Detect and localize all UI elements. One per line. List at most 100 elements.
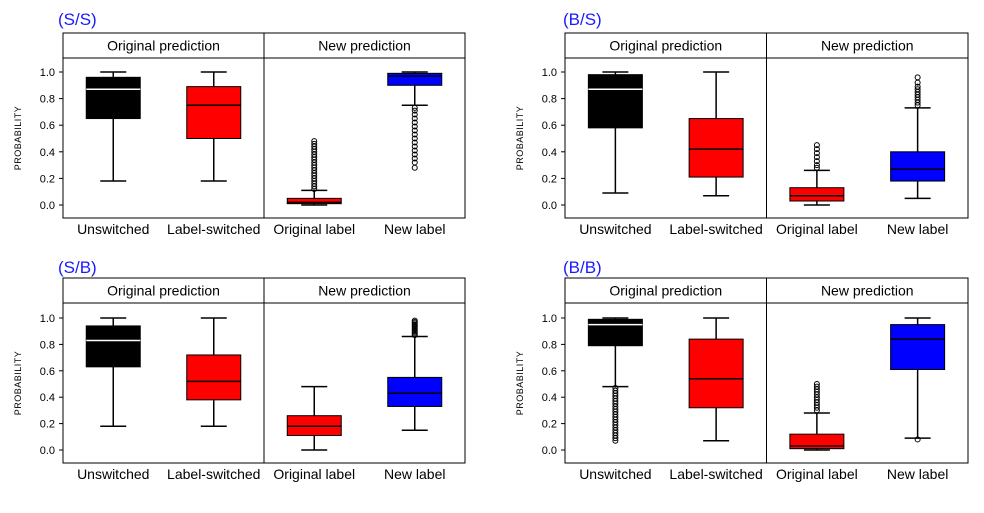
x-category-label: Original label <box>273 466 355 482</box>
y-axis-label: PROBABILITY <box>515 106 525 171</box>
y-axis-label: PROBABILITY <box>515 351 525 416</box>
outlier-point <box>411 104 418 111</box>
box-original-label <box>286 138 342 206</box>
y-axis-label: PROBABILITY <box>13 351 23 416</box>
outlier-point <box>411 139 418 146</box>
panel-title: (S/S) <box>58 10 97 29</box>
outlier-point <box>411 115 418 122</box>
x-category-label: New label <box>384 466 445 482</box>
panel-title: (S/B) <box>58 258 97 277</box>
outlier-point <box>813 154 820 161</box>
outlier-point <box>612 384 619 391</box>
outlier-point <box>311 138 318 145</box>
outlier-point <box>411 135 418 142</box>
box-new-label <box>387 317 443 431</box>
section-header: New prediction <box>821 38 914 54</box>
box-body <box>890 324 946 370</box>
outlier-point <box>411 159 418 166</box>
y-tick-label: 0.8 <box>40 339 55 351</box>
x-category-label: Original label <box>776 221 858 237</box>
y-tick-label: 0.0 <box>542 445 557 457</box>
outlier-point <box>411 143 418 150</box>
x-category-label: Unswitched <box>77 221 149 237</box>
outlier-point <box>411 151 418 158</box>
box-original-label <box>789 381 845 451</box>
y-tick-label: 0.2 <box>542 419 557 431</box>
box-label-switched <box>186 317 242 427</box>
x-category-label: Label-switched <box>167 466 260 482</box>
box-body <box>789 433 845 450</box>
x-category-label: Label-switched <box>669 466 762 482</box>
box-body <box>688 118 744 178</box>
box-body <box>587 74 643 129</box>
box-body <box>186 354 242 401</box>
y-tick-label: 0.0 <box>542 200 557 212</box>
y-tick-label: 0.2 <box>542 173 557 185</box>
box-body <box>85 325 141 368</box>
x-category-label: Label-switched <box>669 221 762 237</box>
y-tick-label: 0.6 <box>542 366 557 378</box>
box-body <box>186 86 242 139</box>
y-tick-label: 0.6 <box>40 366 55 378</box>
x-category-label: Unswitched <box>579 221 651 237</box>
box-body <box>387 72 443 86</box>
section-header: Original prediction <box>609 283 722 299</box>
box-label-switched <box>688 71 744 197</box>
box-label-switched <box>186 71 242 182</box>
chart-panel-2: (S/B) Original prediction New prediction PR… <box>13 258 466 482</box>
box-body <box>85 76 141 120</box>
section-header: New prediction <box>821 283 914 299</box>
y-tick-label: 0.4 <box>40 147 55 159</box>
x-category-label: Original label <box>273 221 355 237</box>
y-tick-label: 0.4 <box>40 392 55 404</box>
box-new-label <box>387 71 443 171</box>
box-body <box>688 338 744 409</box>
outlier-point <box>411 111 418 118</box>
box-body <box>890 151 946 182</box>
section-header: New prediction <box>318 283 411 299</box>
outlier-point <box>813 146 820 153</box>
chart-panel-0: (S/S) Original prediction New prediction PR… <box>13 10 466 237</box>
x-category-label: Unswitched <box>77 466 149 482</box>
section-header: New prediction <box>318 38 411 54</box>
panel-title: (B/S) <box>563 10 602 29</box>
outlier-point <box>813 164 820 171</box>
y-tick-label: 0.4 <box>542 147 557 159</box>
box-unswitched <box>587 71 643 194</box>
y-tick-label: 0.6 <box>542 120 557 132</box>
y-tick-label: 0.8 <box>542 339 557 351</box>
outlier-point <box>813 142 820 149</box>
section-header: Original prediction <box>107 283 220 299</box>
box-body <box>789 187 845 202</box>
box-body <box>587 318 643 347</box>
section-header: Original prediction <box>609 38 722 54</box>
x-category-label: New label <box>384 221 445 237</box>
box-label-switched <box>688 317 744 442</box>
x-category-label: Unswitched <box>579 466 651 482</box>
box-unswitched <box>85 317 141 427</box>
y-tick-label: 0.4 <box>542 392 557 404</box>
outlier-point <box>411 155 418 162</box>
outlier-point <box>411 131 418 138</box>
box-unswitched <box>587 317 643 444</box>
box-original-label <box>286 385 342 451</box>
outlier-point <box>612 387 619 394</box>
outlier-point <box>411 317 418 324</box>
outlier-point <box>813 381 820 387</box>
x-category-label: Label-switched <box>167 221 260 237</box>
outlier-point <box>411 164 418 171</box>
y-tick-label: 1.0 <box>40 313 55 325</box>
panel-title: (B/B) <box>563 258 602 277</box>
box-body <box>387 376 443 407</box>
y-tick-label: 1.0 <box>542 313 557 325</box>
y-tick-label: 1.0 <box>40 67 55 79</box>
y-tick-label: 0.8 <box>542 94 557 106</box>
outlier-point <box>813 383 820 390</box>
y-tick-label: 0.6 <box>40 120 55 132</box>
box-body <box>286 197 342 205</box>
outlier-point <box>813 150 820 157</box>
outlier-point <box>411 119 418 126</box>
y-tick-label: 0.2 <box>40 419 55 431</box>
outlier-point <box>813 162 820 169</box>
